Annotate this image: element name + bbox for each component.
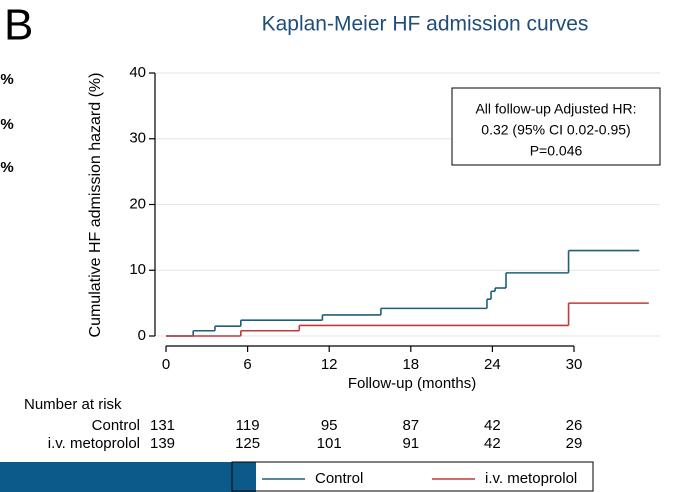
legend-box [231, 461, 594, 492]
y-tick-label: 0 [138, 327, 146, 344]
annotation: 0.32 (95% CI 0.02-0.95) [481, 122, 630, 138]
x-axis-label: Follow-up (months) [348, 375, 476, 392]
x-tick-label: 24 [484, 356, 501, 373]
risk-row-name: i.v. metoprolol [48, 435, 140, 452]
cropped-label: 5% [0, 159, 14, 176]
legend-label: i.v. metoprolol [485, 470, 577, 487]
annotation: P=0.046 [530, 143, 583, 159]
risk-count: 119 [236, 417, 260, 434]
risk-count: 125 [235, 435, 260, 452]
risk-count: 42 [484, 435, 501, 452]
risk-count: 42 [484, 417, 501, 434]
y-axis-label: Cumulative HF admission hazard (%) [87, 73, 104, 338]
annotation-box [451, 87, 661, 166]
risk-title: Number at risk [24, 396, 122, 413]
cropped-label: 0% [0, 116, 14, 133]
risk-count: 95 [321, 417, 338, 434]
x-tick-label: 0 [162, 356, 170, 373]
risk-count: 29 [566, 435, 583, 452]
annotation: All follow-up Adjusted HR: [475, 101, 636, 117]
x-tick-label: 30 [566, 356, 583, 373]
risk-count: 26 [566, 417, 583, 434]
x-tick-label: 6 [243, 356, 251, 373]
y-tick-label: 10 [129, 261, 146, 278]
panel-label: B [4, 1, 33, 50]
x-tick-label: 12 [321, 356, 338, 373]
x-tick-label: 18 [402, 356, 419, 373]
risk-count: 87 [402, 417, 419, 434]
y-tick-label: 40 [129, 64, 146, 81]
y-tick-label: 30 [129, 130, 146, 147]
risk-count: 131 [150, 417, 175, 434]
risk-count: 139 [150, 435, 175, 452]
legend-label: Control [315, 470, 363, 487]
blue-bar [0, 462, 256, 492]
risk-row-name: Control [92, 417, 140, 434]
cropped-label: 0% [0, 71, 14, 88]
chart-title: Kaplan-Meier HF admission curves [262, 13, 589, 36]
risk-count: 91 [402, 435, 419, 452]
y-tick-label: 20 [129, 195, 146, 212]
risk-count: 101 [317, 435, 342, 452]
